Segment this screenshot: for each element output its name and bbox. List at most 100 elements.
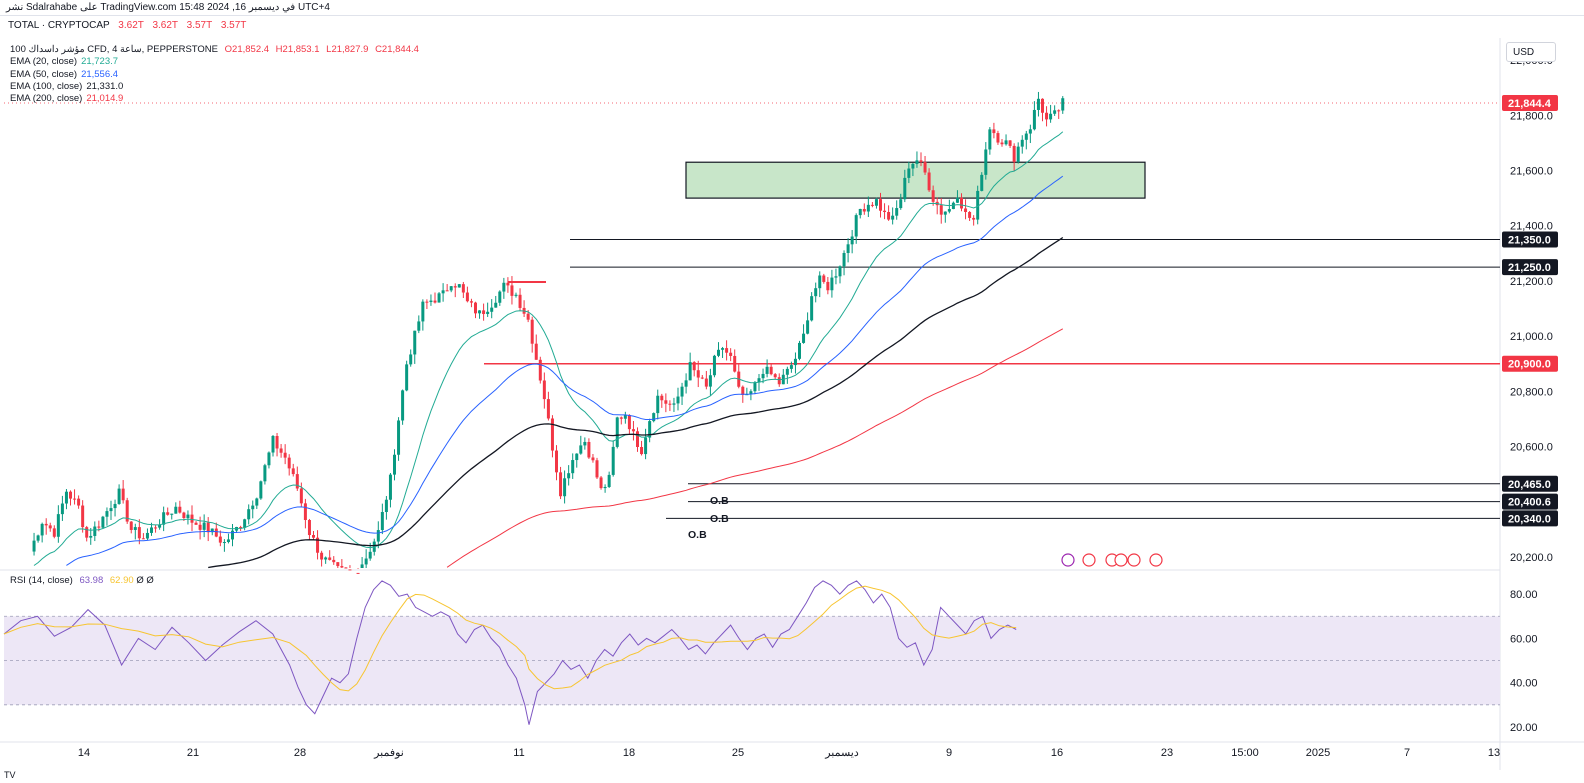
candle-body	[789, 365, 793, 369]
candle-body	[907, 168, 911, 178]
candle-body	[559, 472, 563, 497]
currency-selector[interactable]: USD	[1506, 42, 1556, 62]
candle-body	[773, 374, 777, 378]
instrument-row: 100 مؤشر داسداك CFD, 4 ساعة, PEPPERSTONE…	[10, 44, 423, 56]
candle-body	[441, 290, 445, 294]
candle-body	[806, 320, 810, 334]
ema200-label: EMA (200, close)	[10, 93, 83, 105]
ema50-row[interactable]: EMA (50, close) 21,556.4	[10, 69, 423, 81]
candle-body	[830, 277, 834, 291]
candle-body	[405, 364, 409, 391]
candle-body	[814, 288, 818, 297]
x-tick-label: 11	[513, 747, 524, 759]
instrument-name[interactable]: 100 مؤشر داسداك CFD, 4 ساعة, PEPPERSTONE	[10, 44, 219, 55]
candle-body	[960, 197, 963, 209]
candle-body	[575, 453, 579, 461]
candle-body	[688, 362, 692, 381]
price-label-box	[1502, 475, 1558, 492]
candle-body	[887, 212, 891, 220]
candle-body	[384, 499, 388, 513]
candle-body	[178, 506, 182, 513]
candle-body	[802, 333, 806, 343]
candle-body	[259, 481, 263, 499]
ema200-row[interactable]: EMA (200, close) 21,014.9	[10, 93, 423, 105]
candle-body	[251, 505, 255, 510]
candle-body	[818, 275, 822, 289]
event-icon	[1114, 553, 1128, 567]
rsi-tick-label: 40.00	[1510, 678, 1538, 690]
candle-body	[785, 368, 789, 375]
candle-body	[360, 564, 364, 568]
candle-body	[1057, 110, 1061, 112]
candle-body	[883, 210, 887, 213]
candle-body	[627, 414, 631, 430]
candle-body	[733, 355, 737, 372]
compare-value-open: 3.62T	[118, 20, 144, 31]
candle-body	[680, 386, 684, 397]
candle-body	[121, 488, 125, 501]
compare-symbol[interactable]: TOTAL · CRYPTOCAP	[8, 20, 110, 31]
event-icon	[1082, 553, 1096, 567]
candle-body	[510, 285, 514, 296]
rsi-na-2: Ø	[146, 575, 154, 586]
candle-body	[312, 535, 315, 538]
compare-value-high: 3.62T	[152, 20, 178, 31]
candle-body	[964, 208, 968, 212]
legend-open: O21,852.4	[224, 44, 270, 55]
rsi-tick-label: 20.00	[1510, 722, 1538, 734]
y-tick-label: 21,200.0	[1510, 276, 1553, 288]
candle-body	[838, 266, 842, 277]
candle-body	[753, 382, 757, 392]
candle-body	[595, 460, 599, 478]
candle-body	[854, 215, 858, 237]
candle-body	[154, 527, 158, 529]
tradingview-logo: TV	[4, 770, 16, 780]
candle-body	[461, 284, 465, 293]
candle-body	[550, 418, 554, 451]
y-tick-label: 21,400.0	[1510, 221, 1553, 233]
candle-body	[158, 524, 162, 528]
rsi-label[interactable]: RSI (14, close)	[10, 575, 73, 586]
main-legend: 100 مؤشر داسداك CFD, 4 ساعة, PEPPERSTONE…	[10, 44, 423, 105]
candle-body	[712, 355, 716, 376]
candle-body	[611, 446, 615, 475]
candle-body	[1024, 133, 1028, 140]
candle-body	[1028, 129, 1032, 134]
candle-body	[97, 526, 101, 528]
candle-body	[486, 311, 490, 315]
candle-body	[198, 524, 202, 530]
ema50-value: 21,556.4	[81, 68, 119, 80]
candle-body	[874, 199, 878, 206]
candle-body	[696, 370, 700, 378]
ob-label: O.B	[710, 513, 729, 525]
candle-body	[291, 468, 295, 475]
candle-body	[137, 527, 141, 539]
candle-body	[534, 343, 538, 360]
x-tick-label: 13	[1488, 747, 1500, 759]
candle-body	[636, 431, 639, 448]
legend-close: C21,844.4	[375, 44, 419, 55]
candle-body	[214, 528, 218, 537]
candle-body	[939, 205, 943, 215]
candle-body	[891, 215, 895, 220]
ema20-label: EMA (20, close)	[10, 56, 78, 68]
candle-body	[1049, 113, 1053, 120]
candle-body	[162, 512, 166, 525]
ema100-row[interactable]: EMA (100, close) 21,331.0	[10, 81, 423, 93]
candle-body	[1016, 146, 1020, 162]
candle-body	[328, 557, 332, 560]
x-tick-label: 7	[1404, 747, 1410, 759]
compare-value-close: 3.57T	[220, 20, 247, 31]
candle-body	[793, 358, 797, 366]
candle-body	[364, 558, 368, 565]
candle-body	[1041, 98, 1044, 113]
ema20-row[interactable]: EMA (20, close) 21,723.7	[10, 56, 423, 68]
candle-body	[684, 380, 688, 387]
y-tick-label: 20,600.0	[1510, 442, 1553, 454]
candle-body	[194, 522, 198, 525]
candle-body	[992, 129, 996, 134]
candle-body	[299, 488, 303, 504]
candle-body	[976, 190, 980, 220]
